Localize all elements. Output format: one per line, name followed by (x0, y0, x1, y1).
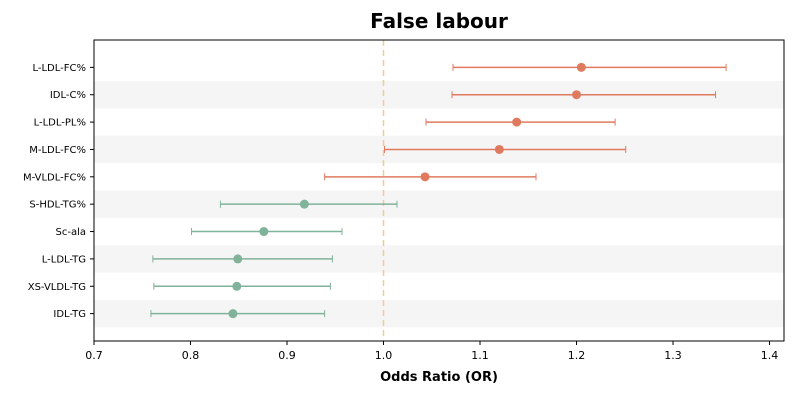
y-tick-label: IDL-C% (50, 90, 86, 101)
confidence-intervals (150, 63, 727, 318)
estimate-point (232, 281, 242, 291)
y-tick-label: M-LDL-FC% (29, 145, 86, 156)
row-bands (94, 81, 784, 328)
x-tick-label: 1.3 (664, 349, 682, 362)
estimate-point (420, 172, 430, 182)
x-tick-label: 1.0 (375, 349, 393, 362)
estimate-point (512, 117, 522, 127)
y-tick-label: L-LDL-PL% (34, 118, 86, 129)
plot-frame (93, 39, 785, 342)
estimate-points (228, 62, 586, 319)
y-tick-label: S-HDL-TG% (29, 200, 86, 211)
x-axis-title: Odds Ratio (OR) (380, 370, 498, 385)
x-tick-label: 1.4 (761, 349, 779, 362)
estimate-point (576, 62, 586, 72)
estimate-point (228, 309, 238, 319)
x-tick-label: 1.2 (568, 349, 586, 362)
estimate-point (494, 144, 504, 154)
x-tick-label: 1.1 (471, 349, 489, 362)
y-tick-label: L-LDL-TG (42, 254, 86, 265)
estimate-point (299, 199, 309, 209)
y-tick-label: IDL-TG (53, 309, 86, 320)
x-tick-label: 0.8 (182, 349, 200, 362)
y-tick-label: Sc-ala (56, 227, 87, 238)
x-tick-label: 0.9 (278, 349, 296, 362)
y-tick-label: XS-VLDL-TG (28, 282, 86, 293)
y-tick-label: M-VLDL-FC% (23, 172, 86, 183)
y-tick-label: L-LDL-FC% (32, 63, 86, 74)
estimate-point (259, 227, 269, 237)
x-tick-label: 0.7 (85, 349, 103, 362)
y-axis: L-LDL-FC% IDL-C% L-LDL-PL% M-LDL-FC% M-VLDL-… (23, 63, 94, 320)
row-band (94, 190, 784, 218)
chart-title: False labour (370, 9, 508, 33)
estimate-point (572, 90, 582, 100)
x-axis: 0.7 0.8 0.9 1.0 1.1 1.2 1.3 1.4 (85, 341, 778, 362)
estimate-point (233, 254, 243, 264)
